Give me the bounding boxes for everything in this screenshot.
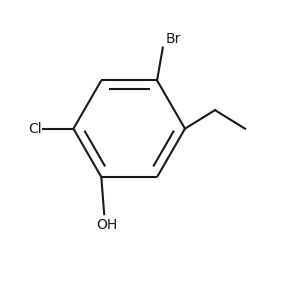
Text: Br: Br: [166, 32, 181, 46]
Text: OH: OH: [96, 219, 118, 233]
Text: Cl: Cl: [28, 122, 42, 136]
